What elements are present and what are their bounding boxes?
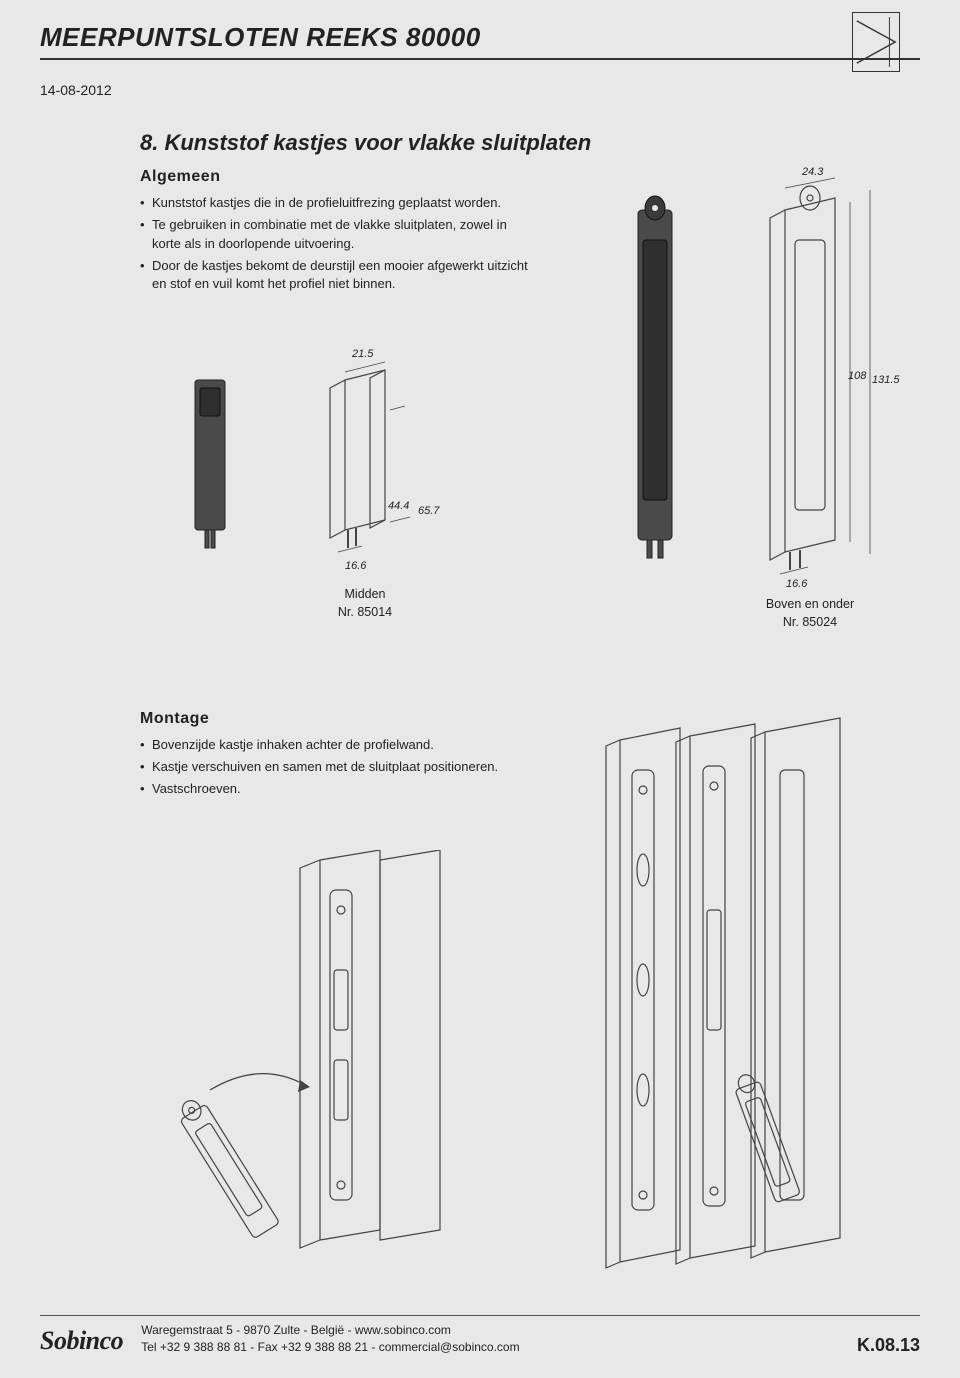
dim-label: 16.6 <box>786 578 807 590</box>
algemeen-item: Kunststof kastjes die in de profieluitfr… <box>140 194 530 213</box>
caption-line: Nr. 85024 <box>783 615 837 629</box>
figure-boven-drawing: 24.3 108 131.5 16.6 Boven en onder Nr. 8… <box>740 170 910 631</box>
page-title: MEERPUNTSLOTEN REEKS 80000 <box>40 22 481 53</box>
figure-midden-photo <box>160 370 260 560</box>
caption-line: Midden <box>345 587 386 601</box>
section-title: 8. Kunststof kastjes voor vlakke sluitpl… <box>140 130 700 156</box>
algemeen-item: Te gebruiken in combinatie met de vlakke… <box>140 216 530 254</box>
page-number: K.08.13 <box>857 1335 920 1356</box>
subheading-algemeen: Algemeen <box>140 168 700 186</box>
section-montage: Montage Bovenzijde kastje inhaken achter… <box>140 710 560 802</box>
montage-item: Kastje verschuiven en samen met de sluit… <box>140 758 530 777</box>
page: MEERPUNTSLOTEN REEKS 80000 14-08-2012 8.… <box>0 0 960 1378</box>
montage-item: Vastschroeven. <box>140 780 530 799</box>
figure-montage-left <box>120 850 500 1290</box>
dim-label: 21.5 <box>352 348 373 360</box>
algemeen-item: Door de kastjes bekomt de deurstijl een … <box>140 257 530 295</box>
corner-logo-icon <box>852 12 900 72</box>
montage-list: Bovenzijde kastje inhaken achter de prof… <box>140 736 530 799</box>
footer-contact: Waregemstraat 5 - 9870 Zulte - België - … <box>141 1322 519 1356</box>
dim-label: 44.4 <box>388 500 409 512</box>
document-date: 14-08-2012 <box>40 82 112 98</box>
figure-caption-boven: Boven en onder Nr. 85024 <box>710 596 910 631</box>
dim-label: 65.7 <box>418 505 439 517</box>
figure-midden-drawing: 21.5 44.4 65.7 16.6 Midden Nr. 85014 <box>290 350 440 621</box>
caption-line: Boven en onder <box>766 597 854 611</box>
figure-caption-midden: Midden Nr. 85014 <box>290 586 440 621</box>
dim-label: 131.5 <box>872 374 900 386</box>
montage-item: Bovenzijde kastje inhaken achter de prof… <box>140 736 530 755</box>
brand-logo: Sobinco <box>40 1326 123 1356</box>
dim-label: 108 <box>848 370 866 382</box>
dim-label: 24.3 <box>802 166 823 178</box>
caption-line: Nr. 85014 <box>338 605 392 619</box>
footer-tel: Tel +32 9 388 88 81 - Fax +32 9 388 88 2… <box>141 1340 519 1354</box>
figure-boven-photo <box>600 190 710 570</box>
subheading-montage: Montage <box>140 710 560 728</box>
algemeen-list: Kunststof kastjes die in de profieluitfr… <box>140 194 530 294</box>
dim-label: 16.6 <box>345 560 366 572</box>
header-rule <box>40 58 920 60</box>
footer: Sobinco Waregemstraat 5 - 9870 Zulte - B… <box>40 1315 920 1356</box>
footer-address: Waregemstraat 5 - 9870 Zulte - België - … <box>141 1323 451 1337</box>
figure-montage-right <box>540 710 920 1290</box>
